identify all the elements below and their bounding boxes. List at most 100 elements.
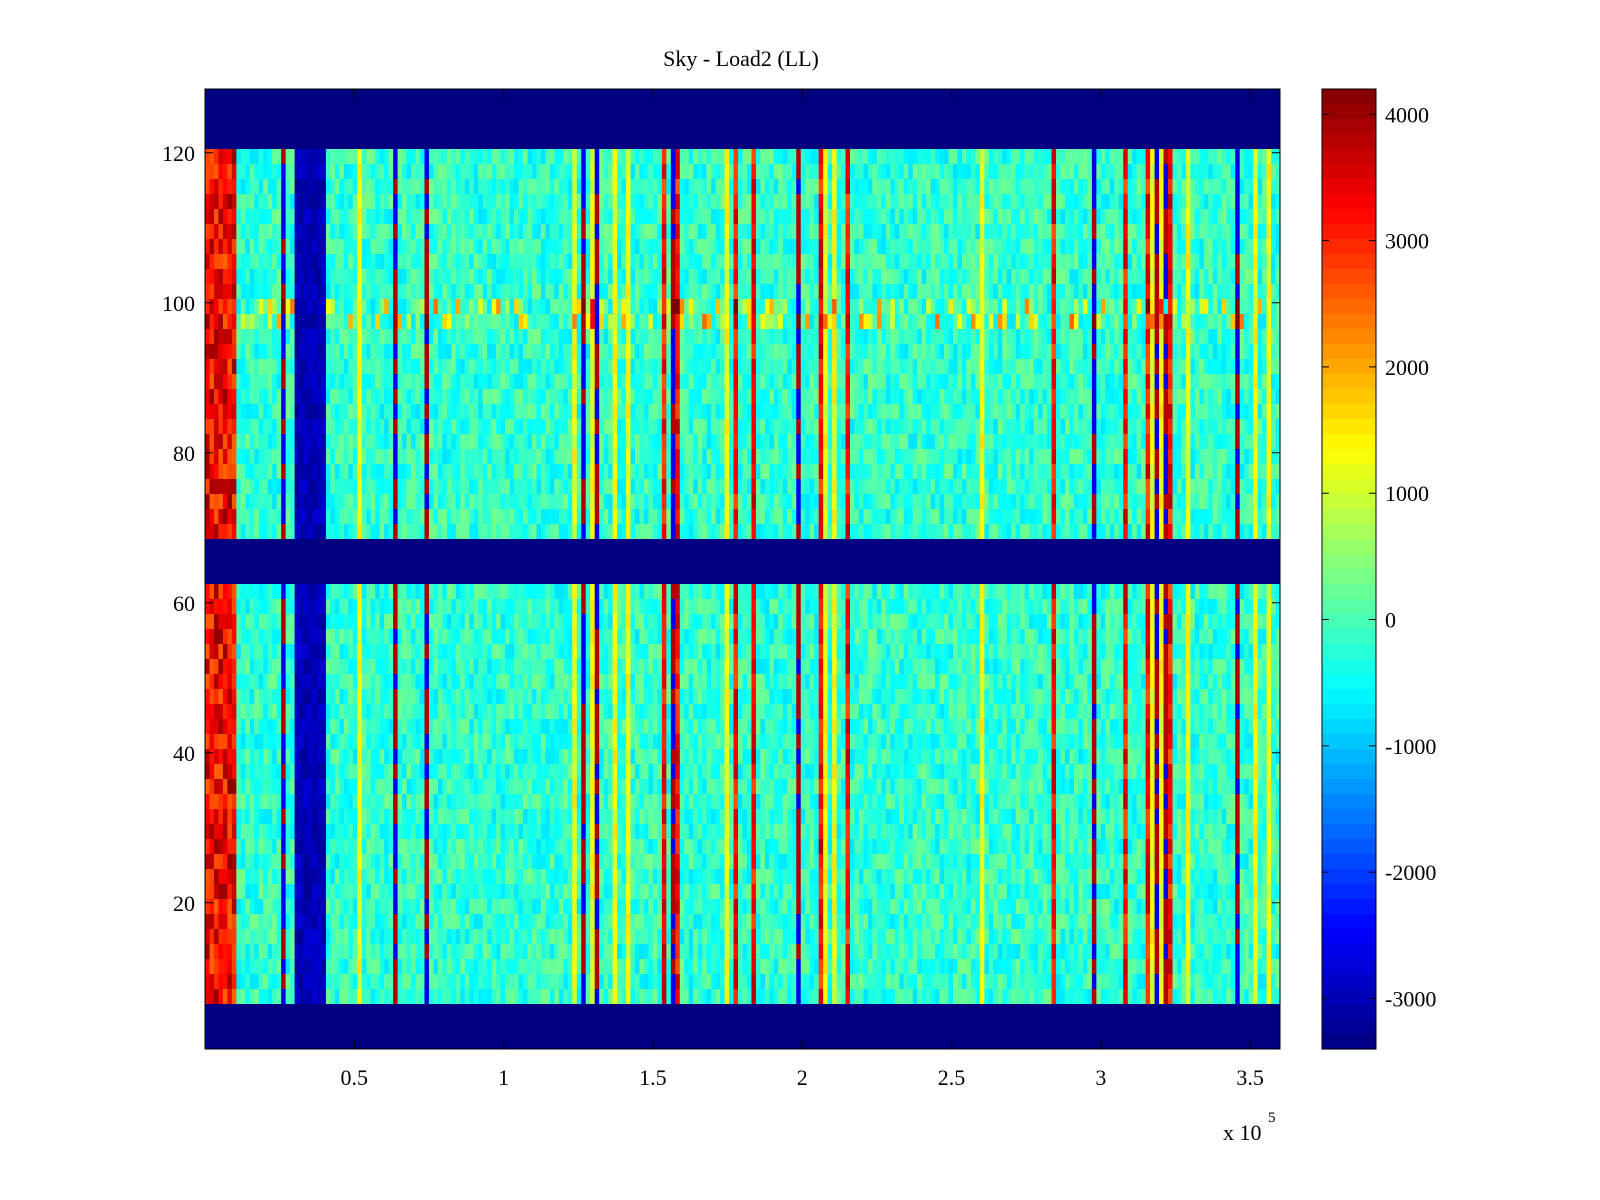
heatmap-cell [491,449,497,465]
heatmap-cell [899,224,905,240]
heatmap-cell [1176,344,1183,360]
heatmap-cell [903,329,909,345]
heatmap-cell [1006,359,1012,375]
heatmap-cell [1114,254,1120,270]
heatmap-cell [231,404,237,420]
heatmap-cell [979,344,985,360]
heatmap-cell [679,419,685,435]
heatmap-cell [782,329,788,345]
heatmap-cell [1060,344,1066,360]
heatmap-cell [1141,224,1147,240]
heatmap-cell [540,209,547,225]
heatmap-cell [1194,284,1200,300]
heatmap-cell [585,269,591,285]
heatmap-cell [814,284,820,300]
heatmap-cell [661,299,667,315]
heatmap-cell [1105,314,1111,330]
heatmap-cell [523,329,529,345]
heatmap-cell [428,449,435,465]
heatmap-cell [505,149,511,165]
heatmap-cell [617,179,623,195]
heatmap-cell [393,434,399,450]
heatmap-cell [764,449,770,465]
heatmap-cell [420,404,426,420]
heatmap-cell [343,179,349,195]
heatmap-cell [549,314,555,330]
heatmap-cell [321,269,327,285]
heatmap-cell [1136,209,1142,225]
heatmap-cell [894,149,900,165]
heatmap-cell [316,224,323,240]
heatmap-cell [572,194,578,210]
heatmap-cell [702,449,708,465]
heatmap-cell [509,359,515,375]
heatmap-cell [316,209,323,225]
heatmap-cell [1271,314,1277,330]
heatmap-cell [209,344,215,360]
heatmap-cell [236,194,242,210]
heatmap-cell [375,164,381,180]
heatmap-cell [1203,194,1209,210]
heatmap-cell [460,239,466,255]
heatmap-cell [554,419,560,435]
heatmap-cell [478,254,484,270]
heatmap-cell [254,419,260,435]
heatmap-cell [1024,299,1030,315]
heatmap-cell [1208,164,1214,180]
heatmap-cell [876,374,882,390]
heatmap-cell [209,209,215,225]
heatmap-cell [428,284,435,300]
heatmap-cell [460,434,466,450]
heatmap-cell [482,419,488,435]
heatmap-cell [218,299,224,315]
heatmap-cell [1163,419,1169,435]
heatmap-cell [281,419,287,435]
heatmap-cell [1069,389,1075,405]
heatmap-cell [321,374,327,390]
heatmap-cell [308,374,314,390]
heatmap-cell [460,194,466,210]
heatmap-cell [420,374,426,390]
heatmap-cell [446,269,452,285]
heatmap-cell [1248,179,1254,195]
heatmap-cell [523,404,529,420]
heatmap-cell [1235,374,1241,390]
heatmap-cell [957,449,963,465]
heatmap-cell [549,359,555,375]
heatmap-cell [885,314,891,330]
heatmap-cell [948,344,954,360]
heatmap-cell [446,359,452,375]
heatmap-cell [393,449,399,465]
heatmap-cell [953,194,959,210]
heatmap-cell [1262,434,1268,450]
heatmap-cell [603,254,609,270]
heatmap-cell [970,359,977,375]
heatmap-cell [903,404,909,420]
heatmap-cell [299,149,305,165]
heatmap-cell [603,194,609,210]
heatmap-cell [1114,179,1120,195]
heatmap-cell [890,359,896,375]
heatmap-cell [702,344,708,360]
heatmap-cell [509,389,515,405]
heatmap-cell [1221,374,1227,390]
heatmap-cell [1114,299,1120,315]
heatmap-cell [1082,254,1088,270]
heatmap-cell [1262,194,1268,210]
heatmap-cell [415,359,421,375]
heatmap-cell [608,224,614,240]
heatmap-cell [648,389,654,405]
heatmap-cell [590,344,596,360]
heatmap-cell [796,299,802,315]
heatmap-cell [505,284,511,300]
heatmap-cell [823,359,829,375]
heatmap-cell [339,359,345,375]
heatmap-cell [1226,434,1232,450]
heatmap-cell [1029,224,1035,240]
heatmap-cell [1024,179,1030,195]
heatmap-cell [1275,299,1281,315]
heatmap-cell [621,239,627,255]
heatmap-cell [899,284,905,300]
heatmap-cell [796,374,802,390]
